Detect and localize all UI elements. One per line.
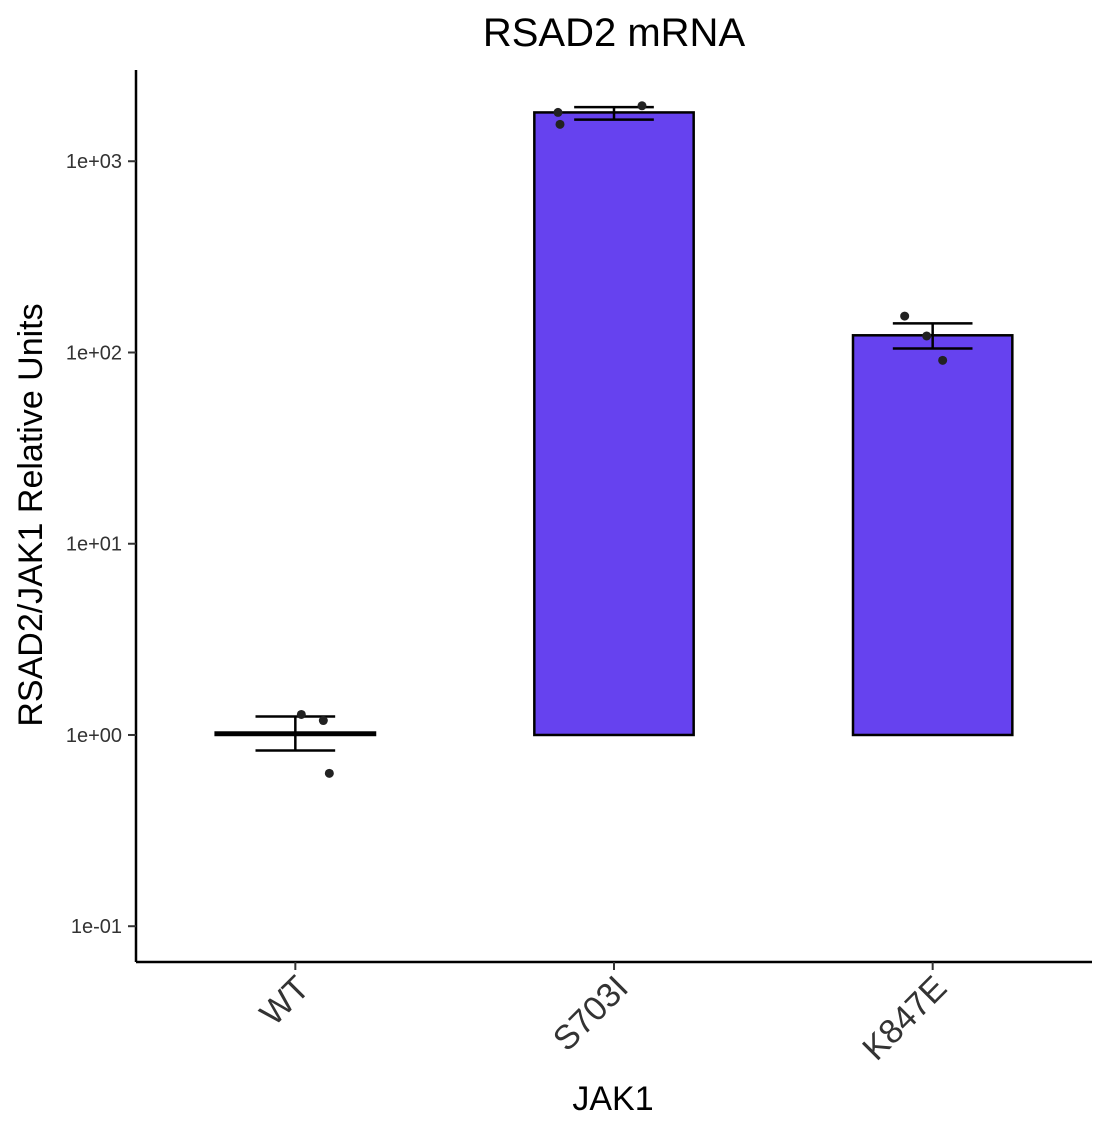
data-point xyxy=(553,107,563,117)
data-point xyxy=(637,101,647,111)
chart-title: RSAD2 mRNA xyxy=(483,11,746,55)
y-tick-label: 1e+02 xyxy=(66,342,122,364)
x-tick-label: S703I xyxy=(546,969,636,1059)
data-point xyxy=(922,331,932,341)
y-tick-label: 1e+00 xyxy=(66,725,122,747)
y-axis-title: RSAD2/JAK1 Relative Units xyxy=(12,303,50,726)
y-tick-label: 1e+03 xyxy=(66,151,122,173)
data-point xyxy=(318,716,328,726)
x-tick-label: K847E xyxy=(855,969,954,1068)
data-point xyxy=(555,119,565,129)
y-tick-label: 1e+01 xyxy=(66,534,122,556)
x-tick-label: WT xyxy=(253,969,317,1033)
bar xyxy=(533,111,695,737)
x-axis-title: JAK1 xyxy=(572,1080,653,1118)
data-point xyxy=(938,355,948,365)
data-point xyxy=(296,709,306,719)
data-point xyxy=(900,311,910,321)
plot-area: 1e-01 1e+00 1e+01 1e+02 1e+03 WT S703I K847E xyxy=(66,70,1092,1068)
bar xyxy=(851,334,1014,737)
y-tick-label: 1e-01 xyxy=(71,916,122,938)
data-point xyxy=(324,768,334,778)
